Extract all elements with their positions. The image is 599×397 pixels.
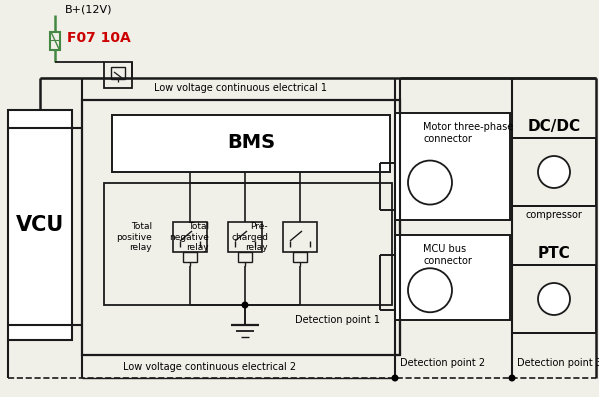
Circle shape xyxy=(408,160,452,204)
Bar xyxy=(228,222,262,252)
Bar xyxy=(395,113,510,220)
Text: Low voltage continuous electrical 1: Low voltage continuous electrical 1 xyxy=(153,83,326,93)
Bar xyxy=(111,67,125,79)
Circle shape xyxy=(241,301,249,308)
Text: Detection point 3: Detection point 3 xyxy=(517,358,599,368)
Text: Low voltage continuous electrical 2: Low voltage continuous electrical 2 xyxy=(123,362,297,372)
Bar xyxy=(104,183,392,305)
Bar xyxy=(395,235,510,320)
Bar xyxy=(173,222,207,252)
Circle shape xyxy=(392,374,398,382)
Circle shape xyxy=(509,374,516,382)
Text: F07 10A: F07 10A xyxy=(67,31,131,45)
Circle shape xyxy=(538,156,570,188)
Text: Total
negative
relay: Total negative relay xyxy=(169,222,209,252)
Bar xyxy=(82,100,400,355)
Bar xyxy=(293,252,307,262)
Bar xyxy=(283,222,317,252)
Bar xyxy=(104,62,132,88)
Text: DC/DC: DC/DC xyxy=(528,119,580,135)
Text: compressor: compressor xyxy=(525,210,582,220)
Text: Pre-
charged
relay: Pre- charged relay xyxy=(231,222,268,252)
Bar xyxy=(238,252,252,262)
Text: VCU: VCU xyxy=(16,215,64,235)
Text: Total
positive
relay: Total positive relay xyxy=(116,222,152,252)
Text: Detection point 2: Detection point 2 xyxy=(400,358,485,368)
Text: Detection point 1: Detection point 1 xyxy=(295,315,380,325)
Text: BMS: BMS xyxy=(227,133,275,152)
Text: Motor three-phase
connector: Motor three-phase connector xyxy=(423,122,513,144)
Bar xyxy=(50,32,60,50)
Bar xyxy=(183,252,197,262)
Circle shape xyxy=(408,268,452,312)
Bar xyxy=(112,115,390,172)
Bar xyxy=(8,110,72,340)
Text: MCU bus
connector: MCU bus connector xyxy=(423,244,472,266)
Bar xyxy=(512,265,596,333)
Circle shape xyxy=(538,283,570,315)
Bar xyxy=(512,138,596,206)
Text: B+(12V): B+(12V) xyxy=(65,5,113,15)
Text: PTC: PTC xyxy=(538,247,570,262)
